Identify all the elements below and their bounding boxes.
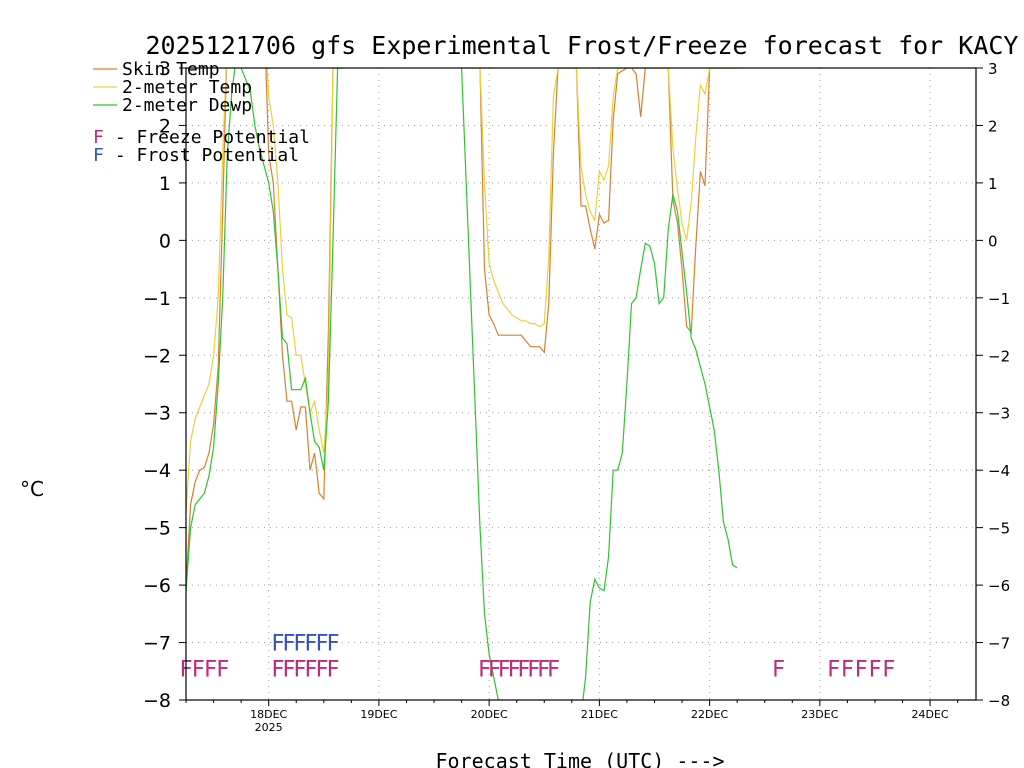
y-tick-label-right: 2 (988, 117, 998, 135)
frost-flag: F (271, 632, 284, 657)
series-lines (186, 68, 738, 700)
freeze-flag: F (868, 657, 881, 682)
freeze-flag: F (282, 657, 295, 682)
frost-flag: F (315, 632, 328, 657)
x-axis-label: Forecast Time (UTC) ---> (436, 749, 725, 768)
legend: Skin Temp 2-meter Temp 2-meter Dewp F - … (93, 59, 310, 166)
freeze-flag: F (507, 657, 520, 682)
frost-flag: F (326, 632, 339, 657)
legend-freeze-label: - Freeze Potential (104, 127, 310, 148)
freeze-flag: F (304, 657, 317, 682)
y-tick-label-right: −6 (988, 577, 1010, 595)
y-tick-label-left: 2 (159, 115, 171, 137)
y-tick-label-left: 1 (159, 173, 171, 195)
freeze-flag: F (841, 657, 854, 682)
y-tick-label-right: 0 (988, 232, 998, 250)
freeze-flag: F (772, 657, 785, 682)
y-tick-label-left: 0 (159, 230, 171, 252)
series-line-2-meter-dewp (186, 68, 343, 591)
freeze-flag: F (192, 657, 205, 682)
freeze-flag: F (315, 657, 328, 682)
x-tick-label: 18DEC (250, 708, 287, 721)
plot-frame (185, 67, 977, 701)
freeze-flag: F (527, 657, 540, 682)
y-tick-label-left: −2 (143, 345, 171, 367)
y-tick-label-right: −8 (988, 692, 1010, 710)
legend-label-skin-temp: Skin Temp (122, 59, 220, 80)
y-tick-label-left: −4 (143, 460, 171, 482)
freeze-flag: F (882, 657, 895, 682)
freeze-flag: F (488, 657, 501, 682)
y-tick-label-left: −7 (143, 633, 171, 655)
x-tick-label: 23DEC (801, 708, 838, 721)
x-tick-label: 22DEC (691, 708, 728, 721)
legend-label-2m-dewp: 2-meter Dewp (122, 95, 252, 116)
legend-frost-letter: F (93, 145, 104, 166)
y-tick-label-right: −3 (988, 405, 1010, 423)
legend-label-2m-temp: 2-meter Temp (122, 77, 252, 98)
frost-flag: F (282, 632, 295, 657)
y-tick-label-left: −1 (143, 288, 171, 310)
x-tick-label: 20DEC (471, 708, 508, 721)
freeze-flag: F (478, 657, 491, 682)
freeze-flag: F (537, 657, 550, 682)
frost-flag: F (304, 632, 317, 657)
series-line-skin-temp (470, 68, 738, 354)
y-tick-label-right: −4 (988, 462, 1010, 480)
chart-title: 2025121706 gfs Experimental Frost/Freeze… (146, 31, 1019, 60)
series-line-2-meter-temp (186, 68, 343, 511)
y-tick-label-left: 3 (159, 58, 171, 80)
freeze-flag: F (216, 657, 229, 682)
legend-freeze-letter: F (93, 127, 104, 148)
y-tick-label-left: −6 (143, 575, 171, 597)
series-line-skin-temp (186, 68, 343, 586)
freeze-flag: F (827, 657, 840, 682)
y-axis-label: °C (20, 477, 44, 501)
freeze-flag: F (204, 657, 217, 682)
y-tick-label-right: −7 (988, 635, 1010, 653)
x-tick-label: 19DEC (360, 708, 397, 721)
freeze-flag: F (547, 657, 560, 682)
series-line-2-meter-dewp (461, 68, 738, 700)
y-tick-label-right: −5 (988, 520, 1010, 538)
freeze-flag: F (326, 657, 339, 682)
freeze-flag: F (271, 657, 284, 682)
freeze-flag: F (517, 657, 530, 682)
y-tick-label-left: −8 (143, 690, 171, 712)
freeze-flag: F (855, 657, 868, 682)
y-tick-label-left: −3 (143, 403, 171, 425)
x-tick-sublabel: 2025 (255, 721, 283, 734)
y-tick-label-right: 3 (988, 60, 998, 78)
frost-flag: F (293, 632, 306, 657)
y-tick-label-right: −2 (988, 347, 1010, 365)
axes: −8 −8 −7 −7 −6 −6 −5 −5 −4 −4 −3 −3 −2 −2 −1 −1 0 0 1 1 2 2 3 3… (143, 58, 1010, 734)
freeze-flag: F (498, 657, 511, 682)
x-tick-label: 21DEC (581, 708, 618, 721)
y-tick-label-right: −1 (988, 290, 1010, 308)
y-tick-label-left: −5 (143, 518, 171, 540)
y-tick-label-right: 1 (988, 175, 998, 193)
legend-frost-label: - Frost Potential (104, 145, 299, 166)
freeze-flag: F (293, 657, 306, 682)
series-line-2-meter-temp (470, 68, 738, 328)
x-tick-label: 24DEC (912, 708, 949, 721)
